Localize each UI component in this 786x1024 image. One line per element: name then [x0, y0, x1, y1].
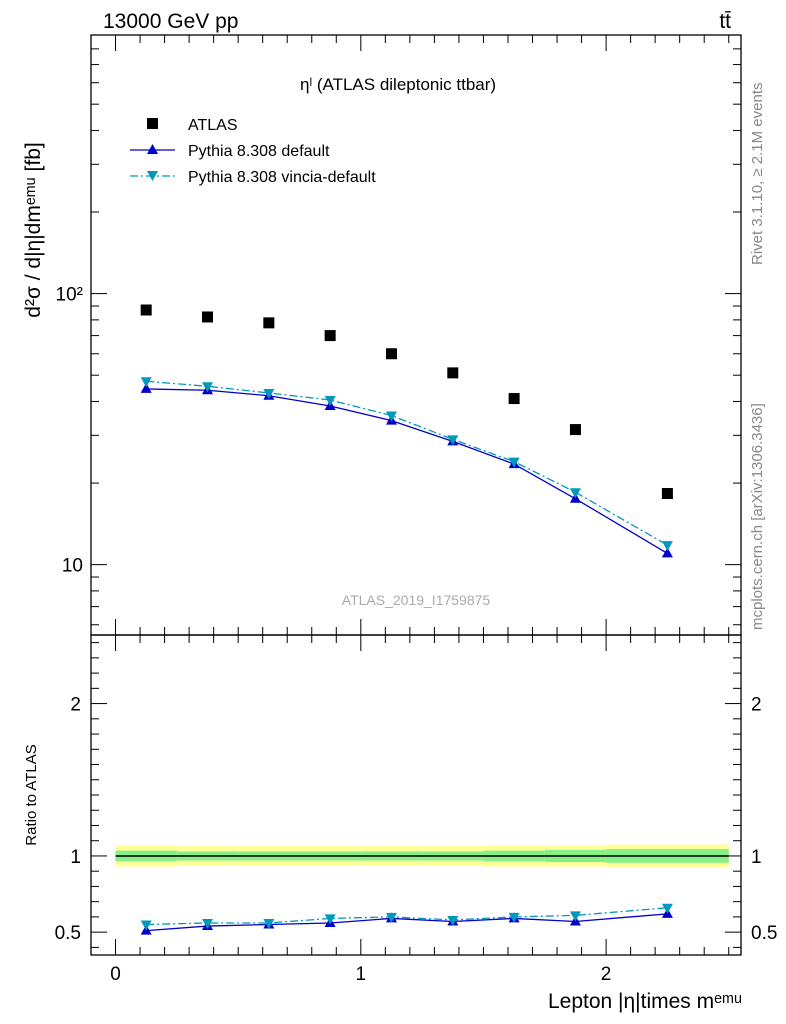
- main-vincia-point: [263, 388, 275, 399]
- main-vincia-point: [202, 382, 214, 393]
- main-vincia-point: [447, 435, 459, 446]
- main-plot-panel: 10 10²: [56, 34, 742, 636]
- header-process-label: tt̄: [719, 10, 731, 33]
- ratio-vincia-point: [661, 903, 673, 914]
- rivet-version-label: Rivet 3.1.10, ≥ 2.1M events: [749, 83, 766, 266]
- ratio-y-tick-label-right: 0.5: [751, 923, 777, 944]
- header-energy-label: 13000 GeV pp: [103, 10, 238, 33]
- main-vincia-point: [140, 377, 152, 388]
- ratio-vincia-point: [140, 920, 152, 931]
- main-atlas-point: [661, 488, 673, 500]
- ratio-default-line: [146, 913, 668, 932]
- main-atlas-point: [263, 317, 275, 329]
- main-atlas-point: [202, 311, 214, 323]
- main-default-point: [661, 547, 673, 558]
- ratio-plot-panel: 0.5 0.5 1 1 2 2 0 1 2: [55, 634, 777, 985]
- ratio-vincia-point: [263, 919, 275, 929]
- ratio-y-tick-label-right: 2: [751, 695, 762, 716]
- ratio-y-tick-label: 0.5: [55, 923, 81, 944]
- analysis-id-label: ATLAS_2019_I1759875: [342, 592, 491, 608]
- main-y-tick-label: 10²: [56, 285, 83, 306]
- legend-label-vincia: Pythia 8.308 vincia-default: [188, 169, 376, 186]
- legend-label-atlas: ATLAS: [188, 117, 238, 134]
- ratio-vincia-point: [324, 914, 336, 925]
- main-y-tick-label: 10: [62, 556, 83, 577]
- main-default-point: [140, 382, 152, 393]
- main-atlas-point: [569, 424, 581, 436]
- x-tick-label: 2: [601, 964, 612, 985]
- legend: ATLAS Pythia 8.308 default Pythia 8.308 …: [130, 117, 376, 186]
- ratio-vincia-point: [508, 912, 520, 923]
- x-tick-label: 1: [356, 964, 367, 985]
- main-atlas-point: [385, 348, 397, 360]
- ratio-vincia-point: [385, 912, 397, 923]
- legend-marker-vincia: [147, 171, 158, 181]
- main-plot-title: ηˡ (ATLAS dileptonic ttbar): [300, 75, 496, 94]
- ratio-y-tick-label: 2: [70, 695, 81, 716]
- main-atlas-point: [447, 367, 459, 379]
- main-vincia-point: [508, 457, 520, 468]
- ratio-vincia-point: [202, 919, 214, 929]
- main-vincia-point: [569, 488, 581, 499]
- main-default-line: [146, 388, 668, 554]
- x-tick-label: 0: [110, 964, 121, 985]
- ratio-y-tick-label-right: 1: [751, 847, 762, 868]
- ratio-y-axis-label: Ratio to ATLAS: [23, 744, 40, 845]
- legend-marker-default: [147, 144, 158, 154]
- main-atlas-point: [140, 304, 152, 316]
- main-vincia-point: [385, 411, 397, 422]
- legend-marker-atlas: [147, 118, 158, 129]
- ratio-plot-frame: [90, 634, 742, 956]
- mcplots-label: mcplots.cern.ch [arXiv:1306.3436]: [749, 403, 766, 630]
- legend-label-default: Pythia 8.308 default: [188, 143, 330, 160]
- main-vincia-point: [661, 541, 673, 552]
- main-vincia-point: [324, 396, 336, 407]
- main-atlas-point: [508, 393, 520, 405]
- ratio-vincia-point: [569, 911, 581, 922]
- ratio-vincia-line: [146, 907, 668, 926]
- main-y-axis-label: d²σ / d|η|dmᵉᵐᵘ [fb]: [22, 142, 45, 317]
- ratio-y-tick-label: 1: [70, 847, 81, 868]
- main-atlas-point: [324, 330, 336, 342]
- main-vincia-line: [146, 380, 668, 546]
- x-axis-label: Lepton |η|times mᵉᵐᵘ: [548, 990, 742, 1013]
- ratio-vincia-point: [447, 915, 459, 926]
